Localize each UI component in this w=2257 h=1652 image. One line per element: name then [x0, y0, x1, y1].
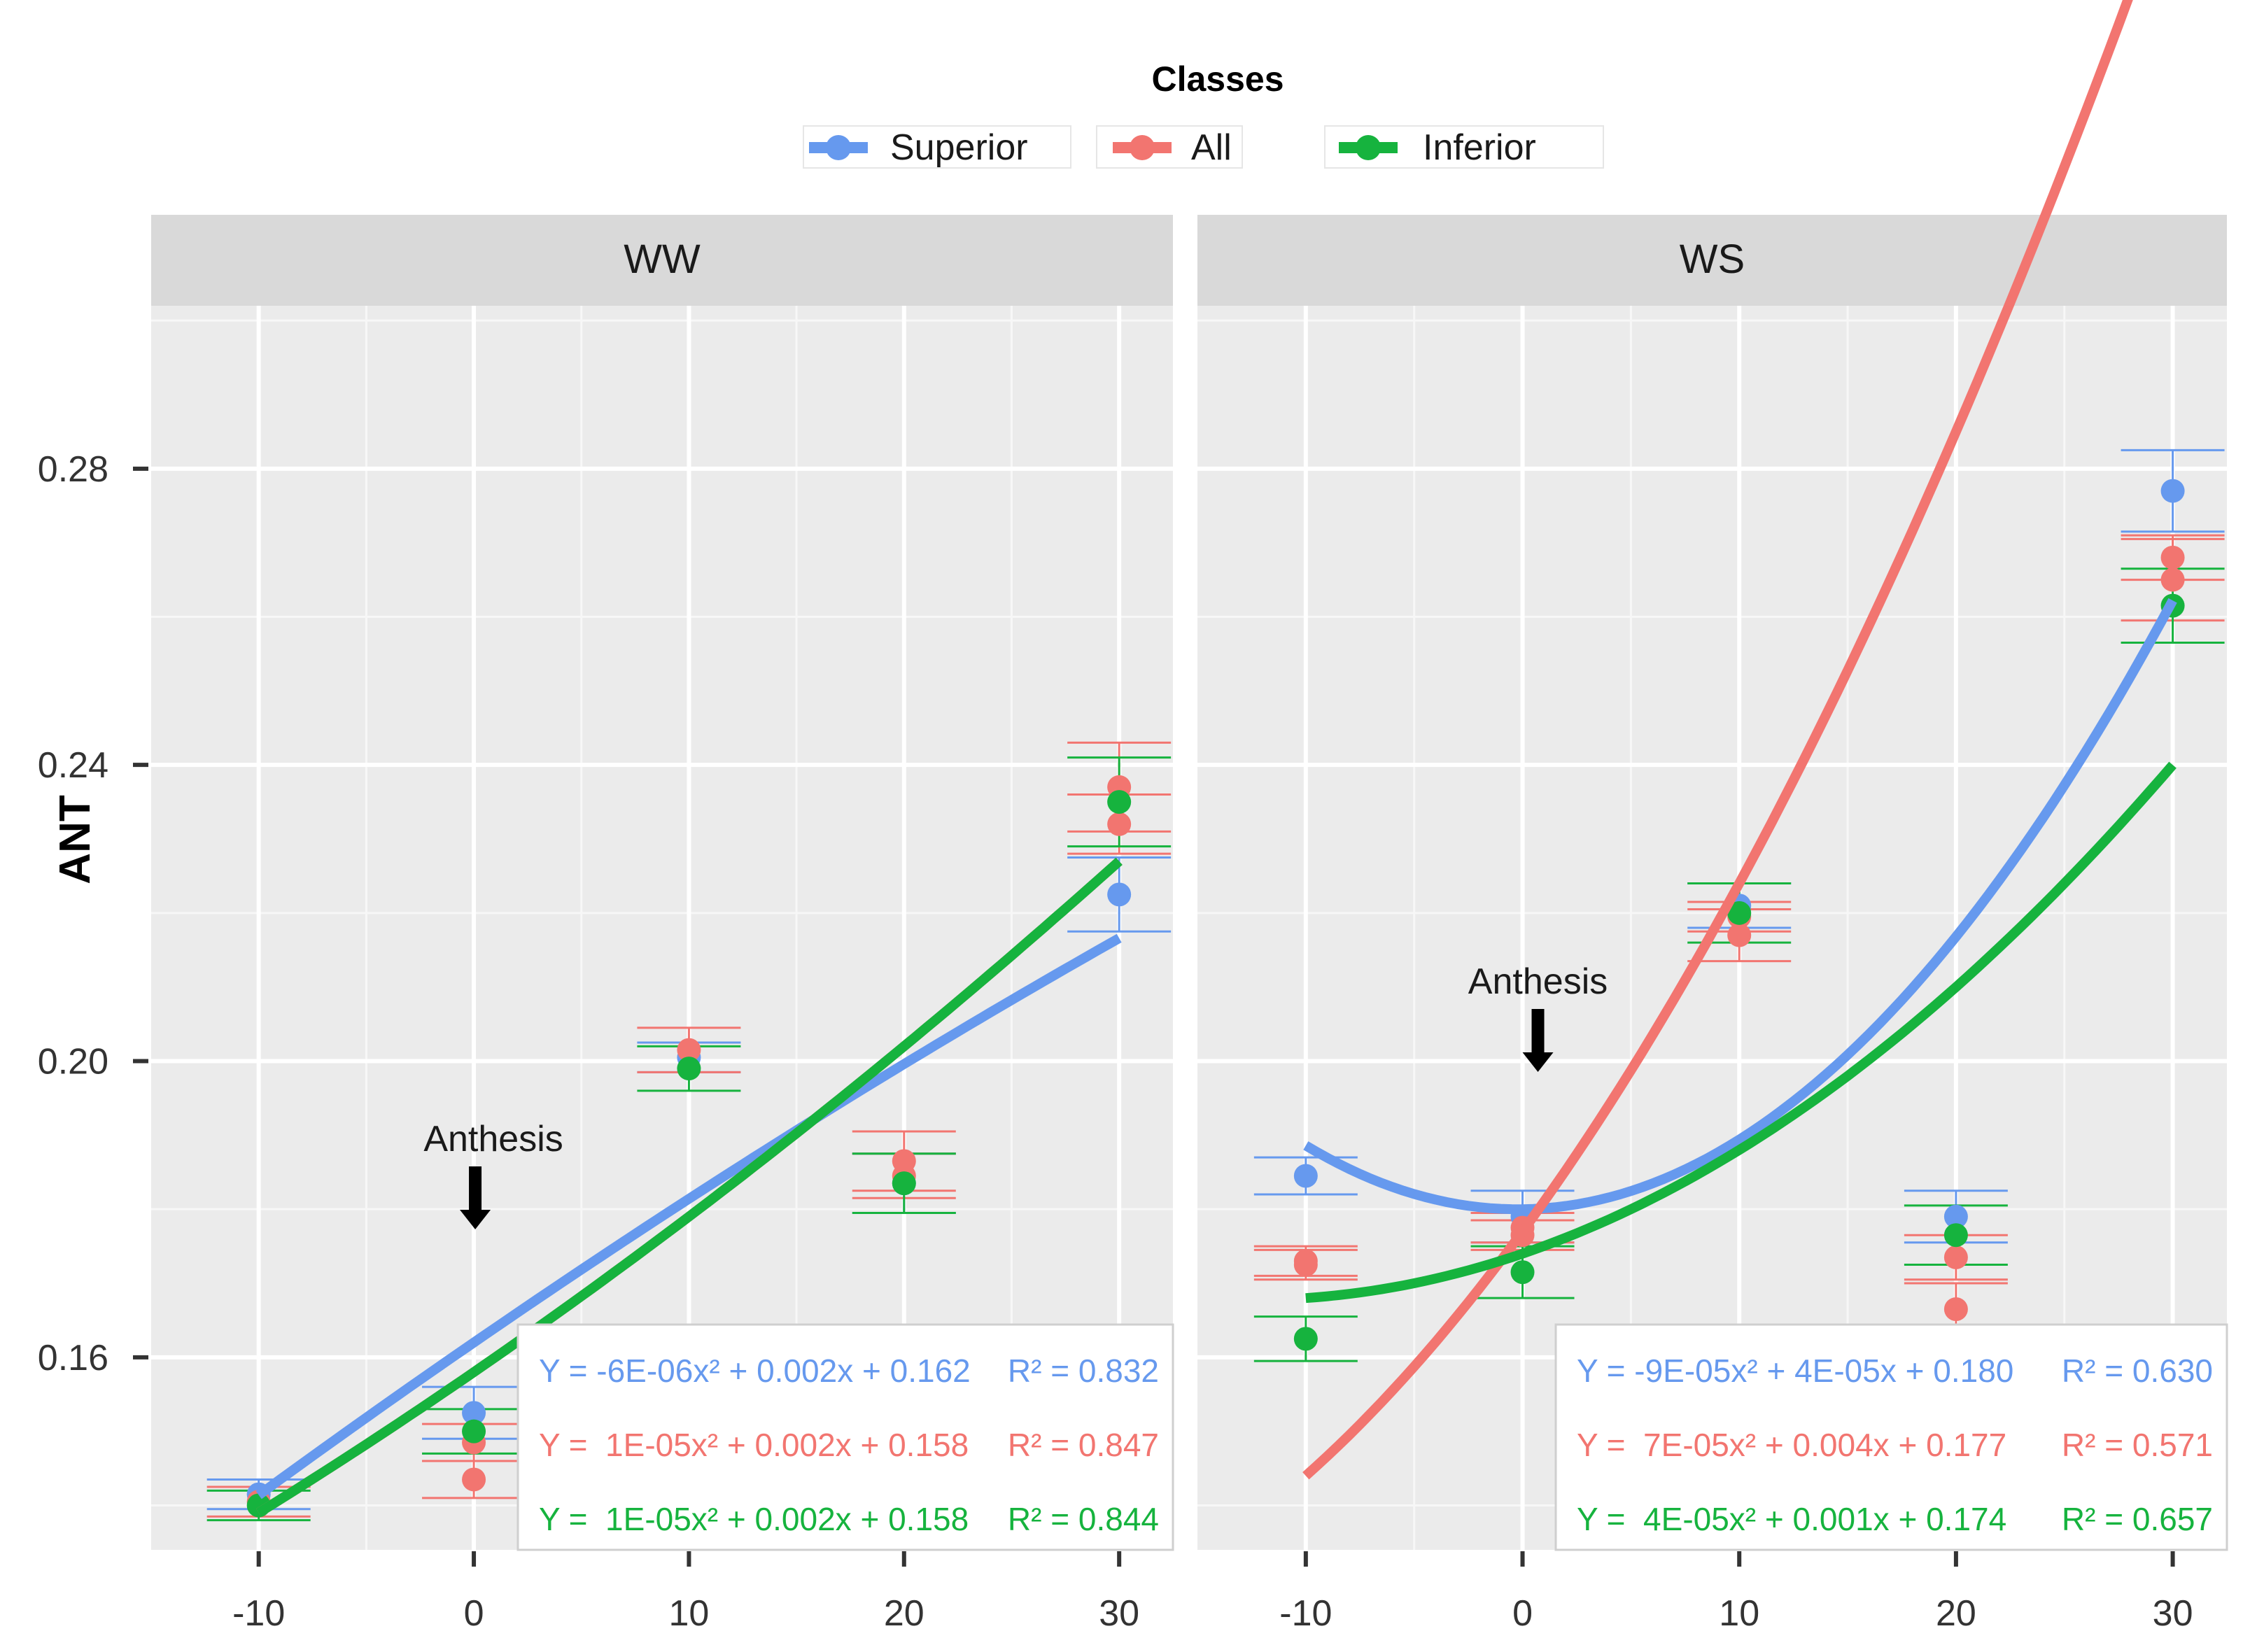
r2-text-superior: R² = 0.630 — [2062, 1353, 2213, 1389]
x-tick-label: 0 — [464, 1593, 484, 1634]
data-point — [1107, 790, 1132, 814]
legend-dot-superior — [826, 135, 851, 160]
equation-text-all: Y = 7E-05x² + 0.004x + 0.177 — [1577, 1427, 2006, 1463]
data-point — [462, 1401, 486, 1425]
fit-line-superior — [255, 933, 1122, 1499]
y-tick-label: 0.24 — [38, 745, 108, 786]
x-tick-label: 30 — [2153, 1593, 2193, 1634]
legend-label-superior: Superior — [890, 127, 1028, 168]
fit-lines — [255, 857, 1123, 1518]
data-point — [677, 1057, 701, 1081]
x-tick-label: 10 — [668, 1593, 709, 1634]
equation-text-all: Y = 1E-05x² + 0.002x + 0.158 — [539, 1427, 969, 1463]
equation-box-background — [516, 1323, 1174, 1551]
legend-item-all: All — [1096, 125, 1243, 169]
legend-item-inferior: Inferior — [1324, 125, 1604, 169]
data-point — [1943, 1297, 1968, 1322]
data-point — [1107, 812, 1132, 836]
fit-line-superior — [1303, 598, 2177, 1215]
data-point — [1943, 1204, 1968, 1229]
panel-ws: WS -10 0 10 20 30 Anthesis Y = -9E-05x² + 4E-05… — [1197, 0, 2228, 1634]
anthesis-label: Anthesis — [423, 1119, 563, 1159]
legend-label-inferior: Inferior — [1423, 127, 1536, 168]
panel-strip — [151, 215, 1173, 306]
data-point — [2160, 545, 2185, 570]
data-point — [1727, 923, 1752, 947]
equation-box: Y = -6E-06x² + 0.002x + 0.162 R² = 0.832 Y… — [516, 1323, 1174, 1551]
legend-label-all: All — [1191, 127, 1232, 168]
r2-text-inferior: R² = 0.657 — [2062, 1501, 2213, 1537]
y-axis-label: ANT — [51, 795, 99, 884]
data-point — [462, 1467, 486, 1492]
x-tick-label: 30 — [1099, 1593, 1139, 1634]
equation-text-superior: Y = -9E-05x² + 4E-05x + 0.180 — [1577, 1353, 2013, 1389]
panel-strip — [1197, 215, 2227, 306]
equation-box: Y = -9E-05x² + 4E-05x + 0.180 R² = 0.630 Y… — [1554, 1323, 2228, 1551]
data-point — [1293, 1327, 1318, 1351]
y-axis: 0.16 0.20 0.24 0.28 — [38, 449, 148, 1378]
data-point — [1943, 1223, 1968, 1248]
anthesis-label: Anthesis — [1468, 961, 1608, 1002]
data-point — [2160, 479, 2185, 503]
x-tick-label: -10 — [232, 1593, 285, 1634]
fit-line-all — [1302, 0, 2133, 1480]
panel-title: WS — [1680, 236, 1745, 282]
data-point — [2160, 567, 2185, 592]
x-axis: -10 0 10 20 30 — [232, 1551, 1139, 1634]
data-point — [892, 1171, 916, 1196]
r2-text-all: R² = 0.571 — [2062, 1427, 2213, 1463]
r2-text-all: R² = 0.847 — [1008, 1427, 1159, 1463]
equation-text-superior: Y = -6E-06x² + 0.002x + 0.162 — [539, 1353, 971, 1389]
equation-text-inferior: Y = 4E-05x² + 0.001x + 0.174 — [1577, 1501, 2006, 1537]
arrow-down-icon — [1522, 1009, 1554, 1072]
x-tick-label: 20 — [1936, 1593, 1976, 1634]
x-axis: -10 0 10 20 30 — [1279, 1551, 2193, 1634]
fit-line-inferior — [1305, 761, 2177, 1304]
x-tick-label: -10 — [1279, 1593, 1332, 1634]
legend-dot-all — [1130, 135, 1155, 160]
y-tick-label: 0.16 — [38, 1338, 108, 1378]
anthesis-annotation: Anthesis — [423, 1119, 563, 1229]
y-tick-label: 0.28 — [38, 449, 108, 490]
data-point — [1293, 1252, 1318, 1277]
series-inferior-markers — [246, 790, 1132, 1518]
panel-ww: WW -10 0 10 20 30 Anthesis Y = -6E-06x² + 0.002… — [151, 215, 1174, 1634]
fit-line-inferior — [255, 857, 1123, 1518]
r2-text-superior: R² = 0.832 — [1008, 1353, 1159, 1389]
y-tick-label: 0.20 — [38, 1042, 108, 1082]
data-point — [1943, 1245, 1968, 1269]
equation-text-inferior: Y = 1E-05x² + 0.002x + 0.158 — [539, 1501, 969, 1537]
fit-lines — [1302, 0, 2177, 1480]
anthesis-annotation: Anthesis — [1468, 961, 1608, 1072]
data-point — [677, 1038, 701, 1062]
x-tick-label: 10 — [1719, 1593, 1759, 1634]
legend-title: Classes — [1151, 59, 1284, 99]
x-tick-label: 0 — [1512, 1593, 1533, 1634]
arrow-down-icon — [460, 1166, 491, 1229]
legend: Classes Superior All Inferior — [803, 59, 1604, 169]
data-point — [462, 1419, 486, 1443]
panels: WW -10 0 10 20 30 Anthesis Y = -6E-06x² + 0.002… — [151, 0, 2228, 1634]
data-point — [1107, 882, 1132, 907]
data-point — [1727, 901, 1752, 925]
data-point — [1293, 1164, 1318, 1188]
r2-text-inferior: R² = 0.844 — [1008, 1501, 1159, 1537]
equation-box-background — [1554, 1323, 2228, 1551]
panel-title: WW — [624, 236, 701, 282]
legend-item-superior: Superior — [803, 125, 1071, 169]
data-point — [1510, 1260, 1535, 1285]
legend-dot-inferior — [1356, 135, 1381, 160]
x-tick-label: 20 — [884, 1593, 924, 1634]
